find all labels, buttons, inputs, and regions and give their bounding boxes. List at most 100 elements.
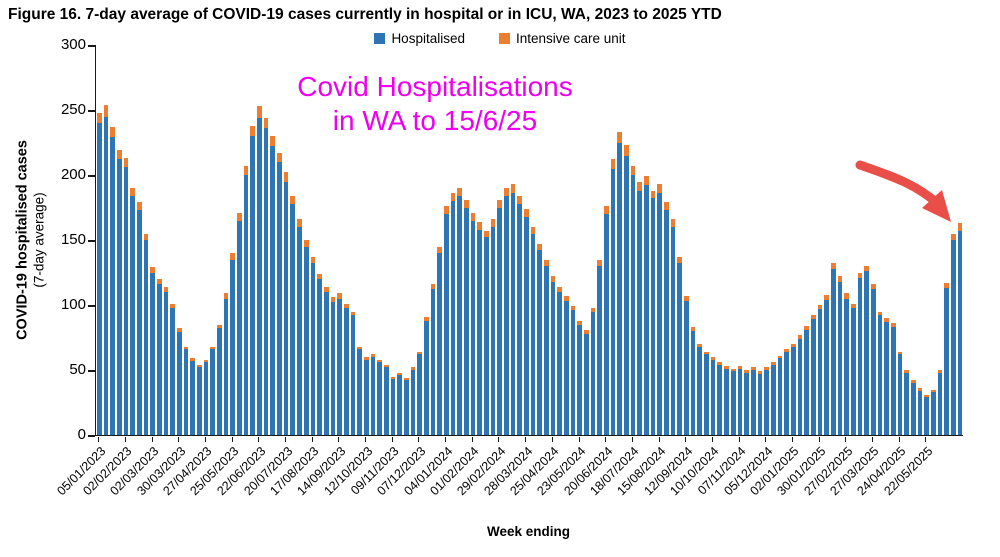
hospitalised-segment — [357, 349, 362, 435]
hospitalised-segment — [951, 240, 956, 435]
icu-segment — [217, 324, 222, 329]
icu-segment — [857, 272, 863, 278]
hospitalised-segment — [270, 146, 276, 435]
bar-week-31 — [303, 45, 309, 435]
hospitalised-segment — [217, 328, 222, 435]
legend-item-icu: Intensive care unit — [498, 31, 626, 46]
icu-segment — [517, 195, 522, 204]
icu-segment — [650, 190, 656, 199]
icu-segment — [350, 311, 356, 316]
bar-week-109 — [824, 45, 829, 435]
bar-week-38 — [350, 45, 356, 435]
icu-segment — [230, 253, 236, 260]
icu-segment — [544, 259, 549, 266]
y-tick-mark — [88, 110, 95, 112]
hospitalised-segment — [97, 123, 102, 435]
icu-segment — [744, 370, 749, 373]
icu-segment — [410, 367, 416, 371]
bar-week-124 — [924, 45, 929, 435]
y-tick-label: 100 — [60, 296, 86, 313]
icu-segment — [870, 284, 876, 290]
bar-week-128 — [951, 45, 956, 435]
hospitalised-segment — [577, 324, 583, 435]
bar-week-43 — [383, 45, 389, 435]
icu-segment — [584, 329, 589, 334]
icu-segment — [610, 159, 616, 169]
hospitalised-segment — [470, 220, 476, 435]
bar-week-65 — [530, 45, 536, 435]
x-tick-mark — [418, 437, 420, 442]
x-axis-labels: 05/01/2023 02/02/2023 02/03/2023 30/03/2023… — [54, 437, 962, 517]
bar-week-29 — [290, 45, 296, 435]
x-tick-mark — [365, 437, 367, 442]
bar-week-5 — [130, 45, 136, 435]
icu-segment — [944, 282, 949, 289]
bar-week-87 — [677, 45, 683, 435]
icu-segment — [824, 294, 829, 300]
icu-segment — [303, 240, 309, 247]
hospitalised-segment — [644, 185, 649, 435]
bar-week-126 — [937, 45, 943, 435]
icu-segment — [790, 344, 796, 347]
icu-segment — [263, 117, 269, 129]
hospitalised-segment — [390, 379, 396, 435]
hospitalised-segment — [857, 277, 863, 435]
hospitalised-segment — [137, 210, 142, 435]
bar-week-32 — [310, 45, 316, 435]
icu-segment — [177, 328, 182, 333]
hospitalised-segment — [223, 298, 229, 435]
hospitalised-segment — [730, 371, 736, 435]
bar-week-13 — [183, 45, 189, 435]
x-tick-mark — [258, 437, 260, 442]
plot-area — [95, 45, 963, 436]
hospitalised-segment — [330, 302, 336, 435]
icu-segment — [463, 199, 469, 208]
bar-week-120 — [897, 45, 903, 435]
bar-week-63 — [517, 45, 522, 435]
bar-week-101 — [770, 45, 776, 435]
icu-segment — [717, 362, 723, 365]
hospitalised-segment — [503, 195, 509, 435]
hospitalised-segment — [303, 246, 309, 435]
legend-label-hospitalised: Hospitalised — [391, 31, 465, 46]
bar-week-10 — [163, 45, 169, 435]
x-tick-mark — [285, 437, 287, 442]
hospitalised-segment — [310, 263, 316, 435]
bar-week-2 — [110, 45, 116, 435]
bar-week-18 — [217, 45, 222, 435]
icu-segment — [637, 181, 643, 191]
hospitalised-segment — [737, 368, 743, 435]
hospitalised-segment — [677, 263, 683, 435]
bar-week-44 — [390, 45, 396, 435]
hospitalised-segment — [230, 259, 236, 435]
bar-week-108 — [817, 45, 823, 435]
hospitalised-segment — [590, 311, 596, 435]
x-tick-mark — [605, 437, 607, 442]
hospitalised-segment — [403, 380, 409, 435]
hospitalised-segment — [884, 321, 889, 435]
hospitalised-segment — [924, 397, 929, 435]
bar-week-72 — [577, 45, 583, 435]
bar-week-91 — [704, 45, 709, 435]
bar-week-83 — [650, 45, 656, 435]
bar-week-84 — [657, 45, 663, 435]
bar-week-105 — [797, 45, 803, 435]
bar-week-40 — [363, 45, 369, 435]
x-tick-mark — [711, 437, 713, 442]
icu-segment — [277, 152, 282, 162]
icu-segment — [457, 188, 462, 196]
hospitalised-segment — [904, 372, 909, 435]
hospitalised-segment — [844, 298, 849, 435]
bar-week-73 — [584, 45, 589, 435]
hospitalised-segment — [123, 167, 129, 435]
hospitalised-segment — [323, 292, 329, 435]
hospitalised-segment — [744, 372, 749, 435]
hospitalised-segment — [117, 159, 122, 435]
bar-week-115 — [864, 45, 869, 435]
bar-week-104 — [790, 45, 796, 435]
hospitalised-segment — [277, 162, 282, 435]
hospitalised-segment — [297, 227, 302, 435]
icu-segment — [764, 367, 769, 371]
icu-segment — [343, 303, 349, 308]
